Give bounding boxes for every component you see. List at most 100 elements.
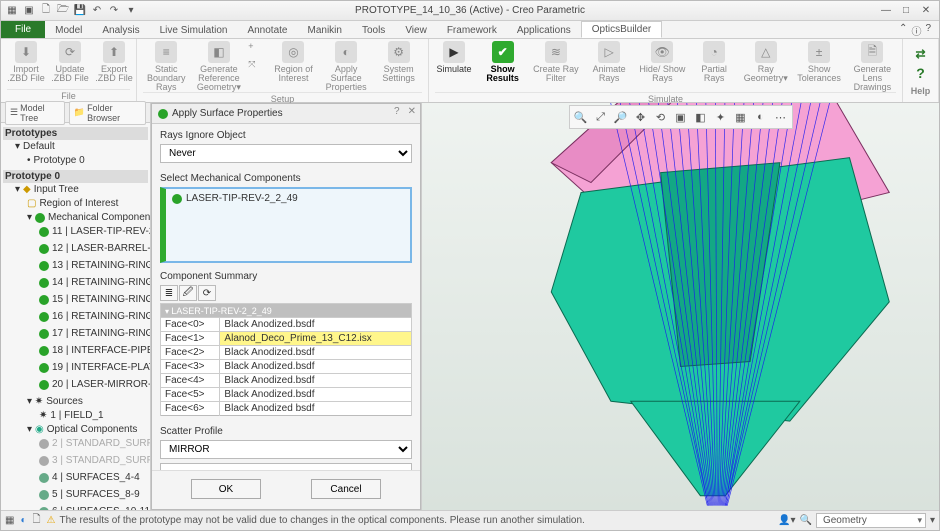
- render-icon[interactable]: ✦: [712, 108, 730, 126]
- tab-file[interactable]: File: [1, 21, 45, 38]
- help-swap-icon[interactable]: ⇄: [915, 47, 925, 61]
- status-icon-1[interactable]: ▦: [5, 515, 14, 526]
- scatter-detail-box[interactable]: [160, 463, 412, 470]
- tree-input-tree[interactable]: ▾ ◆ Input Tree: [15, 183, 79, 197]
- tree-optical-components[interactable]: ▾ ◉ Optical Components: [27, 423, 137, 437]
- views-icon[interactable]: ◧: [692, 108, 710, 126]
- tree-mech-19[interactable]: 19 | INTERFACE-PLATE-4_...: [39, 361, 150, 375]
- tab-framework[interactable]: Framework: [437, 23, 507, 38]
- zoom-out-icon[interactable]: 🔎: [612, 108, 630, 126]
- mech-component-item[interactable]: LASER-TIP-REV-2_2_49: [172, 193, 404, 204]
- more-view-icon[interactable]: ⋯: [772, 108, 790, 126]
- summary-btn-2[interactable]: 🖉: [179, 285, 197, 301]
- cancel-button[interactable]: Cancel: [311, 479, 381, 499]
- show-results-button[interactable]: ✔Show Results: [479, 41, 526, 83]
- rays-ignore-select[interactable]: Never: [160, 144, 412, 163]
- qat-open-icon[interactable]: 🗁: [56, 4, 70, 18]
- 3d-viewport[interactable]: 🔍 ⤢ 🔎 ✥ ⟲ ▣ ◧ ✦ ▦ ◐ ⋯: [421, 103, 939, 510]
- rotate-icon[interactable]: ⟲: [652, 108, 670, 126]
- tree-mech-13[interactable]: 13 | RETAINING-RING-6_6...: [39, 259, 150, 273]
- summary-btn-3[interactable]: ⟳: [198, 285, 216, 301]
- tree-proto0[interactable]: • Prototype 0: [27, 154, 85, 168]
- section-icon[interactable]: ▣: [672, 108, 690, 126]
- tree-mech-20[interactable]: 20 | LASER-MIRROR-MOU...: [39, 378, 150, 392]
- qat-save-icon[interactable]: 💾: [73, 4, 87, 18]
- status-icon-2[interactable]: ◐: [20, 515, 26, 526]
- dialog-close-icon[interactable]: ✕: [408, 106, 416, 117]
- tree-mech-15[interactable]: 15 | RETAINING-RING-6_8...: [39, 293, 150, 307]
- wireframe-icon[interactable]: ▦: [732, 108, 750, 126]
- mech-component-listbox[interactable]: LASER-TIP-REV-2_2_49: [160, 187, 412, 263]
- tab-analysis[interactable]: Analysis: [92, 23, 149, 38]
- tree-mech-12[interactable]: 12 | LASER-BARREL-1_2_...: [39, 242, 150, 256]
- show-tolerances-button[interactable]: ±Show Tolerances: [795, 41, 842, 83]
- selection-filter-combo[interactable]: Geometry: [816, 513, 926, 528]
- export-zbd-button[interactable]: ⬆Export .ZBD File: [95, 41, 133, 83]
- system-settings-button[interactable]: ⚙System Settings: [375, 41, 422, 83]
- status-end-icon[interactable]: ▾: [930, 515, 935, 526]
- ray-geometry-button[interactable]: △Ray Geometry▾: [742, 41, 789, 83]
- status-search-icon[interactable]: 🔍: [800, 515, 812, 526]
- shaded-icon[interactable]: ◐: [752, 108, 770, 126]
- window-close-button[interactable]: ✕: [917, 4, 935, 18]
- partial-rays-button[interactable]: ◔Partial Rays: [692, 41, 736, 83]
- hide-show-rays-button[interactable]: 👁Hide/ Show Rays: [639, 41, 686, 83]
- tree-mech-17[interactable]: 17 | RETAINING-RING-6_...: [39, 327, 150, 341]
- tree-mech-18[interactable]: 18 | INTERFACE-PIPE-3_2...: [39, 344, 150, 358]
- qat-more-icon[interactable]: ▾: [124, 4, 138, 18]
- tree-mech-14[interactable]: 14 | RETAINING-RING-6_7...: [39, 276, 150, 290]
- tab-opticsbuilder[interactable]: OpticsBuilder: [581, 21, 662, 38]
- tree-default[interactable]: ▾ Default: [15, 140, 55, 154]
- tab-manikin[interactable]: Manikin: [297, 23, 351, 38]
- tree-opt-2[interactable]: 2 | STANDARD_SURFACE: [39, 437, 150, 451]
- tab-annotate[interactable]: Annotate: [237, 23, 297, 38]
- ribbon-settings-icon[interactable]: ⓘ: [911, 23, 921, 38]
- static-boundary-rays-button[interactable]: ≡Static Boundary Rays: [143, 41, 190, 92]
- tree-opt-3[interactable]: 3 | STANDARD_SURFACE: [39, 454, 150, 468]
- zoom-in-icon[interactable]: 🔍: [572, 108, 590, 126]
- ok-button[interactable]: OK: [191, 479, 261, 499]
- qat-grid-icon[interactable]: ▦: [5, 4, 19, 18]
- animate-rays-button[interactable]: ▷Animate Rays: [586, 41, 633, 83]
- scatter-profile-select[interactable]: MIRROR: [160, 440, 412, 459]
- tree-surf-5[interactable]: 5 | SURFACES_8-9: [39, 488, 140, 502]
- tab-view[interactable]: View: [395, 23, 437, 38]
- status-find-icon[interactable]: 👤▾: [778, 515, 795, 526]
- qat-undo-icon[interactable]: ↶: [90, 4, 104, 18]
- qat-window-icon[interactable]: ▣: [22, 4, 36, 18]
- model-tree-tab[interactable]: ☰Model Tree: [5, 101, 65, 125]
- tree-mech[interactable]: ▾ Mechanical Components: [27, 211, 150, 225]
- tree-roi[interactable]: ▢ Region of Interest: [27, 197, 118, 211]
- axes-icon[interactable]: ⤧: [248, 59, 264, 75]
- tab-model[interactable]: Model: [45, 23, 92, 38]
- tab-applications[interactable]: Applications: [507, 23, 581, 38]
- help-question-icon[interactable]: ?: [916, 65, 925, 81]
- tab-live-simulation[interactable]: Live Simulation: [150, 23, 238, 38]
- generate-reference-geometry-button[interactable]: ◧Generate Reference Geometry▾: [196, 41, 243, 92]
- zoom-fit-icon[interactable]: ⤢: [592, 108, 610, 126]
- tree-mech-16[interactable]: 16 | RETAINING-RING-6_9...: [39, 310, 150, 324]
- status-icon-3[interactable]: 🗋: [33, 512, 41, 529]
- ribbon-help-icon[interactable]: ?: [925, 23, 931, 38]
- region-of-interest-button[interactable]: ◎Region of Interest: [270, 41, 317, 83]
- simulate-button[interactable]: ▶Simulate: [435, 41, 473, 74]
- tree-field1[interactable]: ✷ 1 | FIELD_1: [39, 409, 104, 423]
- qat-new-icon[interactable]: 🗋: [39, 4, 53, 18]
- create-ray-filter-button[interactable]: ≋Create Ray Filter: [532, 41, 579, 83]
- import-zbd-button[interactable]: ⬇Import .ZBD File: [7, 41, 45, 83]
- tree-sources[interactable]: ▾ ✷ Sources: [27, 395, 83, 409]
- summary-btn-1[interactable]: ≣: [160, 285, 178, 301]
- pan-icon[interactable]: ✥: [632, 108, 650, 126]
- apply-surface-properties-button[interactable]: ◐Apply Surface Properties: [323, 41, 370, 92]
- update-zbd-button[interactable]: ⟳Update .ZBD File: [51, 41, 89, 83]
- folder-browser-tab[interactable]: 📁Folder Browser: [69, 101, 146, 125]
- summary-header-row[interactable]: ▾ LASER-TIP-REV-2_2_49: [161, 304, 412, 318]
- dialog-help-icon[interactable]: ?: [394, 106, 400, 117]
- tree-surf-4[interactable]: 4 | SURFACES_4-4: [39, 471, 140, 485]
- ribbon-collapse-icon[interactable]: ⌃: [899, 23, 907, 38]
- window-maximize-button[interactable]: □: [897, 4, 915, 18]
- qat-redo-icon[interactable]: ↷: [107, 4, 121, 18]
- plus-icon[interactable]: +: [248, 41, 264, 57]
- generate-lens-drawings-button[interactable]: 🗎Generate Lens Drawings: [849, 41, 896, 92]
- window-minimize-button[interactable]: —: [877, 4, 895, 18]
